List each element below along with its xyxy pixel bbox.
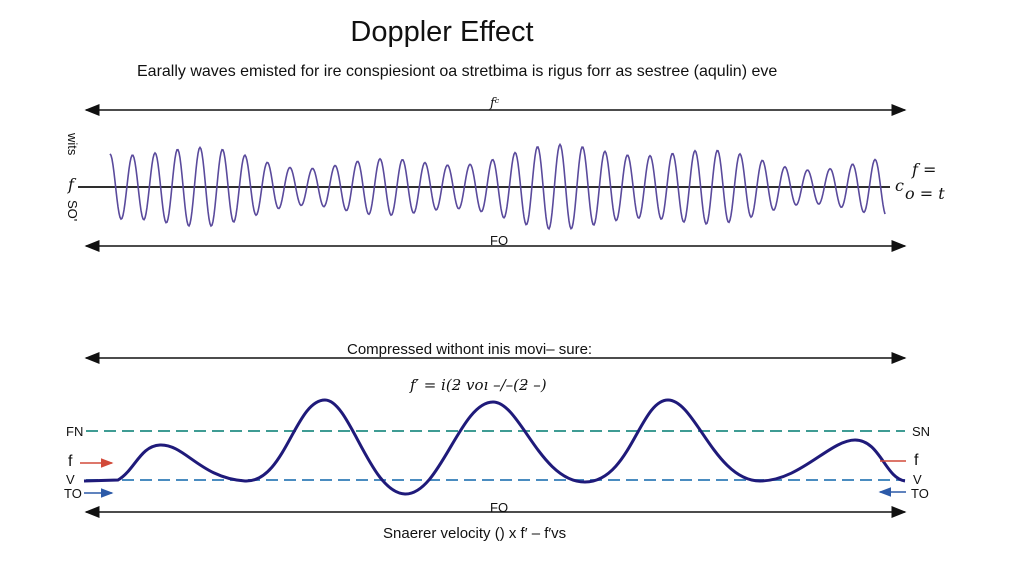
top-arrow-label: fᶜ xyxy=(490,96,500,111)
label-f-left: f xyxy=(68,453,73,470)
page-title: Doppler Effect xyxy=(350,16,534,48)
caption: Snaerer velocity () x f′ – f′vs xyxy=(383,525,567,542)
right-label-f-eq: f = xyxy=(912,160,937,179)
label-to-right: TO xyxy=(911,486,929,501)
label-sn: SN xyxy=(912,424,931,439)
left-label-f: f xyxy=(68,175,74,194)
fo-label-top: FO xyxy=(490,233,509,248)
right-label-o-eq-t: o = t xyxy=(905,184,945,203)
label-v-right: V xyxy=(913,472,922,487)
doppler-formula: f′ = i(ƻ voı –/–(ƻ –) xyxy=(410,376,547,394)
label-f-right: f xyxy=(914,452,919,469)
wave-curve xyxy=(83,398,906,496)
label-v-left: V xyxy=(66,472,75,487)
right-label-c: c xyxy=(895,176,904,195)
subtitle: Earally waves emisted for ire conspiesio… xyxy=(137,63,778,80)
compressed-heading: Compressed withont inis movi– sure: xyxy=(347,341,593,358)
left-label-wits: wits xyxy=(65,133,80,156)
compressed-wave xyxy=(109,142,886,231)
label-fn: FN xyxy=(66,424,84,439)
left-label-so: SO' xyxy=(65,200,80,222)
fo-label-bottom: FO xyxy=(490,500,509,515)
label-to-left: TO xyxy=(64,486,82,501)
